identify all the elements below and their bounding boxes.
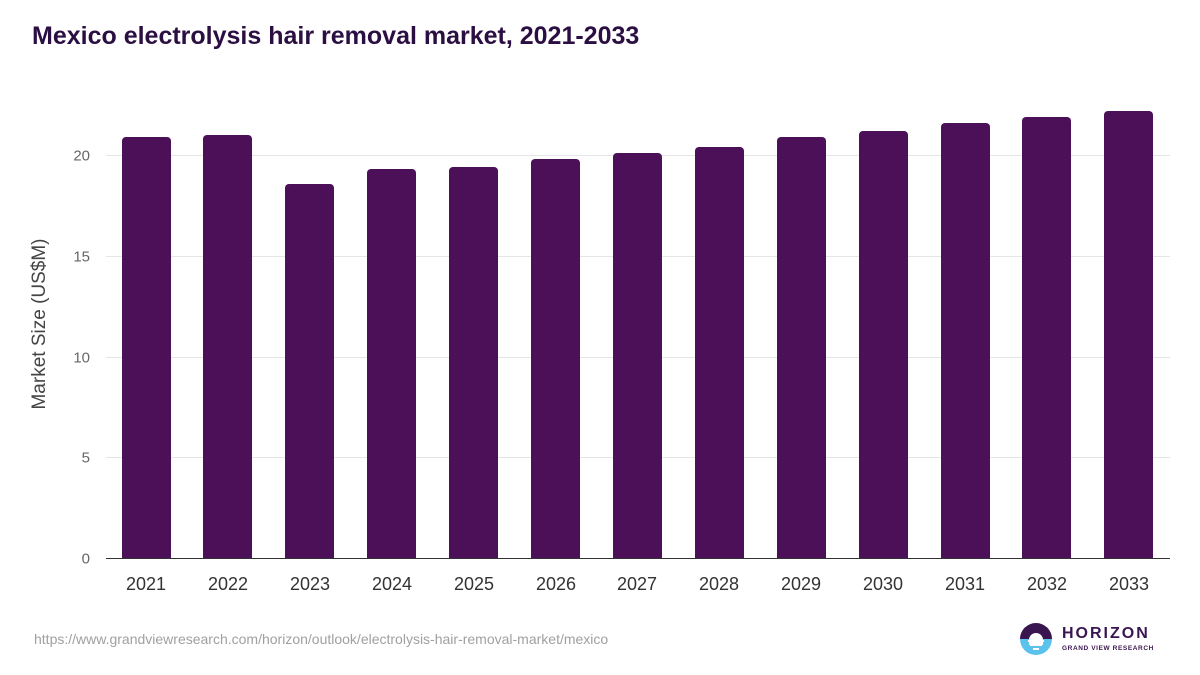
y-tick-label: 5 bbox=[81, 449, 90, 467]
bar-2025[interactable] bbox=[449, 167, 498, 558]
x-tick-label: 2032 bbox=[1026, 574, 1068, 594]
bar-2031[interactable] bbox=[941, 123, 990, 558]
horizon-sun-icon bbox=[1020, 623, 1052, 655]
bar-2028[interactable] bbox=[695, 147, 744, 558]
y-tick-label: 0 bbox=[81, 550, 90, 568]
x-tick-label: 2029 bbox=[780, 574, 822, 594]
x-tick-label: 2022 bbox=[207, 574, 249, 594]
bar-2021[interactable] bbox=[122, 137, 171, 558]
x-tick-label: 2027 bbox=[616, 574, 658, 594]
bar-2030[interactable] bbox=[859, 131, 908, 558]
bar-2024[interactable] bbox=[367, 169, 416, 558]
x-tick-label: 2023 bbox=[289, 574, 331, 594]
horizon-logo: HORIZON GRAND VIEW RESEARCH bbox=[1020, 623, 1154, 655]
x-tick-label: 2024 bbox=[371, 574, 413, 594]
y-tick-label: 20 bbox=[73, 147, 90, 165]
bar-2027[interactable] bbox=[613, 153, 662, 558]
bar-2029[interactable] bbox=[777, 137, 826, 558]
chart-title: Mexico electrolysis hair removal market,… bbox=[32, 22, 640, 50]
bar-2022[interactable] bbox=[203, 135, 252, 558]
x-tick-label: 2021 bbox=[125, 574, 167, 594]
bar-2023[interactable] bbox=[285, 184, 334, 558]
x-tick-label: 2033 bbox=[1108, 574, 1150, 594]
x-axis-line bbox=[106, 558, 1170, 559]
bar-2026[interactable] bbox=[531, 159, 580, 558]
bar-2032[interactable] bbox=[1022, 117, 1071, 558]
x-tick-label: 2030 bbox=[862, 574, 904, 594]
x-tick-label: 2025 bbox=[453, 574, 495, 594]
x-tick-label: 2026 bbox=[535, 574, 577, 594]
logo-wordmark: HORIZON bbox=[1062, 624, 1150, 642]
x-tick-label: 2028 bbox=[698, 574, 740, 594]
y-tick-label: 10 bbox=[73, 349, 90, 367]
x-tick-label: 2031 bbox=[944, 574, 986, 594]
bar-2033[interactable] bbox=[1104, 111, 1153, 558]
source-url: https://www.grandviewresearch.com/horizo… bbox=[34, 631, 609, 647]
logo-subtitle: GRAND VIEW RESEARCH bbox=[1062, 644, 1154, 652]
y-tick-label: 15 bbox=[73, 248, 90, 266]
